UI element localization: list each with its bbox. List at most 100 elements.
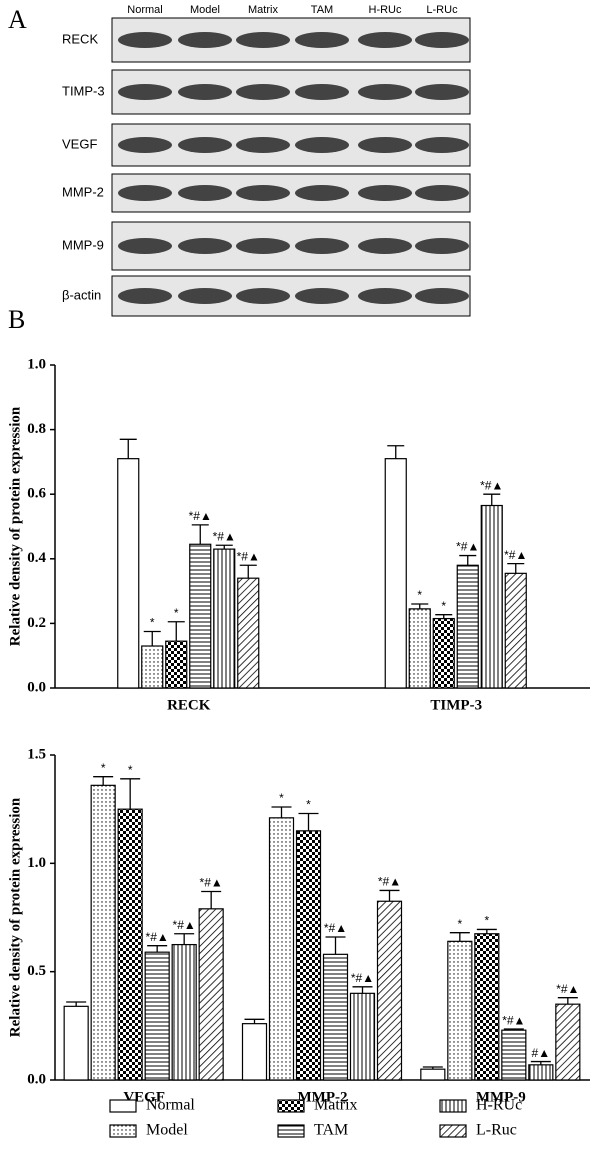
bar: [117, 808, 143, 1081]
significance-label: *#▲: [351, 971, 374, 985]
legend-label: H-RUc: [476, 1097, 522, 1114]
blot-band: [295, 185, 349, 201]
blot-row-label: TIMP-3: [62, 83, 105, 98]
significance-label: *: [279, 791, 284, 805]
legend-swatch: [439, 1124, 467, 1138]
blot-band: [358, 185, 412, 201]
blot-band: [295, 84, 349, 100]
blot-row-label: β-actin: [62, 287, 101, 302]
bar: [447, 940, 473, 1081]
significance-label: *: [306, 798, 311, 812]
bar: [480, 504, 503, 689]
blot-column-label: Model: [190, 4, 220, 16]
significance-label: *: [417, 588, 422, 602]
significance-label: *: [101, 761, 106, 775]
y-tick-label: 0.6: [27, 486, 46, 502]
y-axis-label: Relative density of protein expression: [7, 797, 23, 1037]
blot-band: [118, 137, 172, 153]
blot-band: [236, 238, 290, 254]
bar: [420, 1068, 446, 1081]
blot-band: [118, 185, 172, 201]
bar: [198, 908, 224, 1081]
legend-swatch: [277, 1124, 305, 1138]
significance-label: *#▲: [146, 930, 169, 944]
blot-band: [178, 84, 232, 100]
bar: [474, 933, 500, 1081]
blot-band: [415, 137, 469, 153]
significance-label: *: [484, 914, 489, 928]
bar: [501, 1029, 527, 1081]
legend-swatch: [109, 1099, 137, 1113]
blot-band: [415, 238, 469, 254]
y-tick-label: 1.5: [27, 746, 46, 762]
blot-band: [118, 288, 172, 304]
legend-swatch: [439, 1099, 467, 1113]
panel-label: B: [8, 305, 25, 334]
bar: [528, 1064, 554, 1081]
blot-column-label: TAM: [311, 4, 333, 16]
blot-column-label: Matrix: [248, 4, 278, 16]
legend-swatch: [109, 1124, 137, 1138]
bar: [165, 640, 188, 689]
blot-column-label: Normal: [127, 4, 162, 16]
blot-column-label: L-RUc: [426, 4, 458, 16]
bar: [117, 458, 140, 689]
blot-band: [236, 32, 290, 48]
legend-label: Normal: [146, 1097, 195, 1114]
significance-label: *: [174, 606, 179, 620]
y-tick-label: 0.2: [27, 615, 46, 631]
y-tick-label: 0.0: [27, 679, 46, 695]
y-tick-label: 0.0: [27, 1071, 46, 1087]
bar: [90, 784, 116, 1081]
bar: [432, 617, 455, 689]
legend-label: Model: [146, 1122, 188, 1139]
blot-band: [295, 137, 349, 153]
bar: [504, 572, 527, 689]
blot-band: [358, 137, 412, 153]
significance-label: *: [150, 616, 155, 630]
blot-band: [236, 185, 290, 201]
bar: [555, 1003, 581, 1081]
blot-band: [236, 84, 290, 100]
x-tick-label: TIMP-3: [430, 697, 482, 713]
blot-row-label: VEGF: [62, 136, 97, 151]
bar: [322, 953, 349, 1081]
significance-label: *: [128, 763, 133, 777]
significance-label: *#▲: [200, 876, 223, 890]
y-tick-label: 0.4: [27, 550, 46, 566]
bar: [349, 992, 376, 1081]
bar: [456, 564, 479, 689]
significance-label: *#▲: [480, 478, 503, 492]
blot-band: [178, 288, 232, 304]
blot-band: [358, 84, 412, 100]
y-tick-label: 0.5: [27, 963, 46, 979]
bar: [237, 577, 260, 689]
blot-band: [178, 32, 232, 48]
significance-label: *#▲: [504, 548, 527, 562]
bar: [189, 543, 212, 689]
significance-label: #▲: [532, 1046, 551, 1060]
significance-label: *: [457, 917, 462, 931]
blot-band: [415, 288, 469, 304]
blot-band: [358, 288, 412, 304]
bar: [295, 830, 322, 1081]
blot-band: [295, 238, 349, 254]
x-tick-label: MMP-2: [298, 1089, 348, 1105]
blot-column-label: H-RUc: [369, 4, 402, 16]
bar: [268, 817, 295, 1081]
blot-band: [415, 84, 469, 100]
bar: [141, 645, 164, 689]
blot-band: [415, 32, 469, 48]
bar: [384, 458, 407, 689]
blot-row-label: RECK: [62, 31, 98, 46]
blot-band: [118, 238, 172, 254]
significance-label: *#▲: [324, 921, 347, 935]
significance-label: *: [441, 599, 446, 613]
significance-label: *#▲: [502, 1013, 525, 1027]
blot-band: [236, 288, 290, 304]
blot-row-label: MMP-2: [62, 184, 104, 199]
significance-label: *#▲: [378, 875, 401, 889]
significance-label: *#▲: [556, 982, 579, 996]
blot-band: [236, 137, 290, 153]
